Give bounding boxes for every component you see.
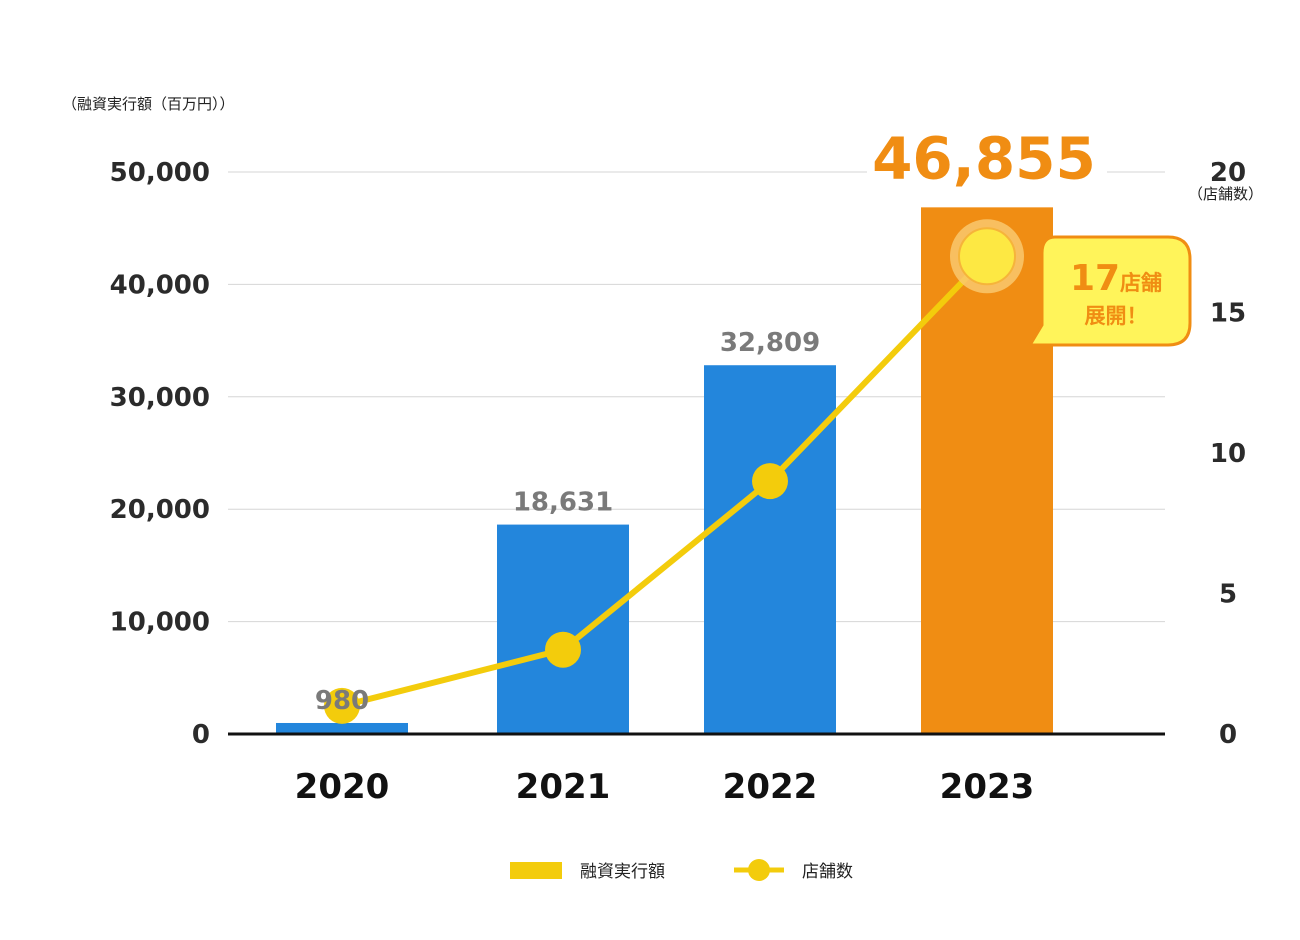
line-series	[324, 219, 1024, 724]
y-left-tick-label: 20,000	[110, 495, 210, 525]
y-right-tick-label: 10	[1210, 439, 1246, 469]
point-marker-highlight	[958, 227, 1016, 286]
y-left-tick-label: 10,000	[110, 608, 210, 638]
y-left-ticks: 0 10,000 20,000 30,000 40,000 50,000	[110, 158, 210, 750]
point-marker	[752, 463, 788, 500]
legend: 融資実行額 店舗数	[510, 859, 853, 882]
data-labels: 980 18,631 32,809 46,855	[315, 117, 1107, 716]
y-left-tick-label: 0	[192, 720, 210, 750]
legend-line-label: 店舗数	[802, 862, 853, 882]
callout-unit: 店舗	[1120, 271, 1162, 295]
bar-series	[276, 207, 1053, 734]
point-marker	[324, 687, 360, 724]
y-right-ticks: 0 5 10 15 20	[1210, 158, 1246, 750]
x-ticks: 2020 2021 2022 2023	[295, 767, 1035, 807]
y-right-tick-label: 5	[1219, 580, 1237, 610]
callout-count: 17	[1070, 258, 1120, 299]
bar	[497, 524, 629, 734]
data-label: 32,809	[720, 328, 820, 358]
x-tick-label: 2021	[516, 767, 611, 807]
legend-bar-swatch	[510, 862, 562, 879]
x-tick-label: 2022	[723, 767, 818, 807]
store-count-line	[341, 254, 990, 709]
legend-line-marker	[748, 859, 770, 881]
x-tick-label: 2020	[295, 767, 390, 807]
y-right-tick-label: 0	[1219, 720, 1237, 750]
y-right-tick-label: 20	[1210, 158, 1246, 188]
y-right-tick-label: 15	[1210, 299, 1246, 329]
bar	[276, 722, 408, 734]
y-left-tick-label: 30,000	[110, 383, 210, 413]
y-left-axis-label: （融資実行額（百万円））	[62, 95, 235, 113]
point-marker	[545, 631, 581, 668]
legend-bar-label: 融資実行額	[580, 862, 665, 882]
y-left-tick-label: 40,000	[110, 270, 210, 300]
data-label: 18,631	[513, 488, 613, 518]
callout-count-text: 17店舗	[1070, 258, 1162, 299]
bar	[704, 365, 836, 734]
data-label-backdrop	[867, 117, 1107, 192]
callout-bubble: 17店舗 展開！	[1027, 235, 1192, 347]
data-label: 980	[315, 686, 369, 716]
y-right-axis-label: （店舗数）	[1188, 185, 1263, 203]
callout-text: 展開！	[1085, 304, 1148, 328]
x-tick-label: 2023	[940, 767, 1035, 807]
bar	[921, 207, 1053, 734]
callout-shape	[1027, 235, 1192, 347]
y-left-tick-label: 50,000	[110, 158, 210, 188]
data-label-highlight: 46,855	[872, 124, 1096, 192]
